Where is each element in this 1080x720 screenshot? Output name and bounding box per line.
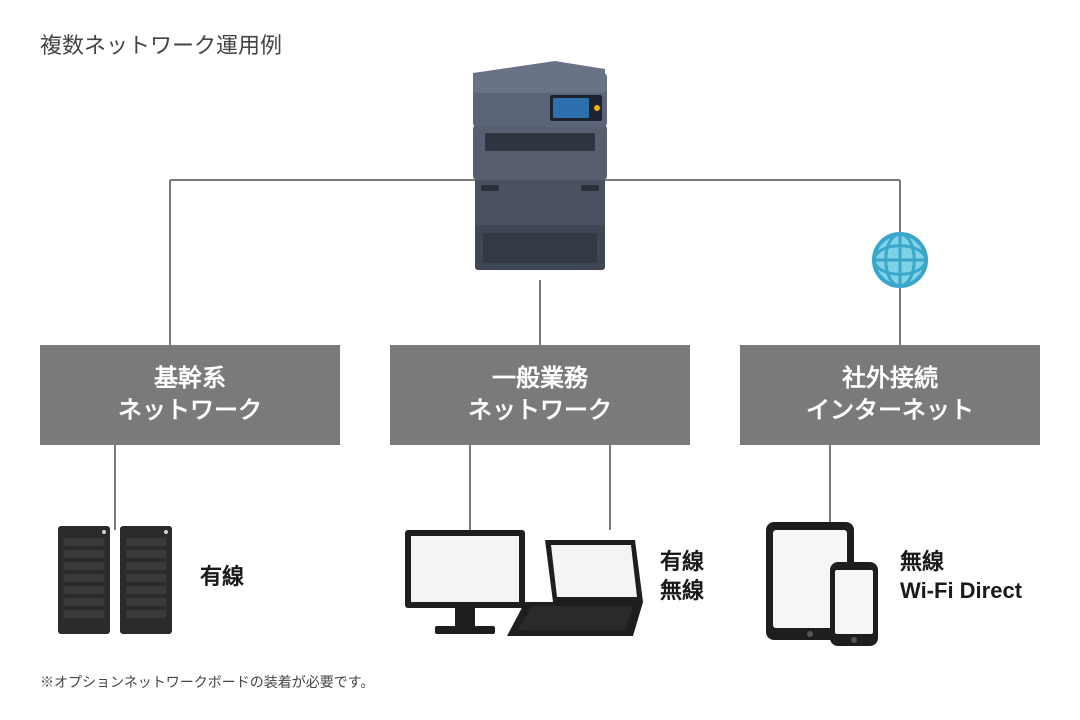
network-box-general: 一般業務 ネットワーク (390, 345, 690, 445)
mfp-printer-icon (455, 55, 625, 275)
network-box-external: 社外接続 インターネット (740, 345, 1040, 445)
server-rack-icon (50, 520, 180, 640)
conn-label-core: 有線 (200, 563, 244, 592)
conn-label-general: 有線 無線 (660, 548, 704, 605)
tablet-phone-icon (760, 518, 890, 648)
diagram-title: 複数ネットワーク運用例 (40, 28, 282, 60)
network-box-general-label: 一般業務 ネットワーク (468, 363, 612, 428)
diagram-stage: 複数ネットワーク運用例 ※オプションネットワークボードの装着が必要です。 (0, 0, 1080, 720)
network-box-external-label: 社外接続 インターネット (806, 363, 974, 428)
conn-label-external: 無線 Wi-Fi Direct (900, 548, 1022, 605)
desktop-laptop-icon (395, 520, 645, 650)
globe-internet-icon (869, 229, 931, 291)
network-box-core: 基幹系 ネットワーク (40, 345, 340, 445)
network-box-core-label: 基幹系 ネットワーク (118, 363, 262, 428)
diagram-footnote: ※オプションネットワークボードの装着が必要です。 (40, 672, 374, 692)
